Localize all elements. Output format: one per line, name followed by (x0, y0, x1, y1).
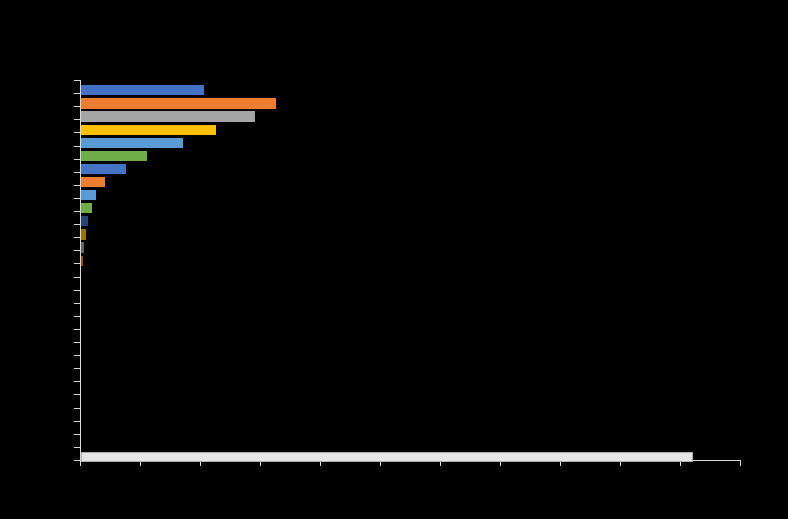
bar-2 (81, 242, 84, 252)
bar-9 (81, 151, 147, 161)
y-tick (74, 408, 80, 409)
y-tick (74, 355, 80, 356)
bar-13 (81, 98, 276, 108)
y-tick (74, 263, 80, 264)
y-tick (74, 106, 80, 107)
bar-11 (81, 125, 216, 135)
bar-8 (81, 164, 126, 174)
y-tick (74, 277, 80, 278)
y-tick (74, 250, 80, 251)
y-tick (74, 342, 80, 343)
bar-7 (81, 177, 105, 187)
y-tick (74, 211, 80, 212)
y-tick (74, 329, 80, 330)
y-tick (74, 447, 80, 448)
bar-12 (81, 111, 255, 121)
bar-5 (81, 203, 92, 213)
x-tick (740, 460, 741, 466)
y-tick (74, 460, 80, 461)
y-tick (74, 80, 80, 81)
y-tick (74, 93, 80, 94)
y-tick (74, 146, 80, 147)
y-tick (74, 394, 80, 395)
bar-3 (81, 229, 86, 239)
y-tick (74, 185, 80, 186)
chart-container (0, 0, 788, 519)
y-tick (74, 421, 80, 422)
y-tick (74, 132, 80, 133)
y-tick (74, 381, 80, 382)
y-tick (74, 434, 80, 435)
y-tick (74, 368, 80, 369)
y-tick (74, 224, 80, 225)
y-tick (74, 303, 80, 304)
y-tick (74, 172, 80, 173)
bar-10 (81, 138, 183, 148)
y-tick (74, 198, 80, 199)
bar-6 (81, 190, 96, 200)
y-tick (74, 119, 80, 120)
bar-4 (81, 216, 88, 226)
plot-area (80, 80, 740, 460)
y-tick (74, 290, 80, 291)
y-tick (74, 159, 80, 160)
y-tick (74, 316, 80, 317)
y-tick (74, 237, 80, 238)
bar-0 (81, 452, 693, 462)
bar-1 (81, 256, 83, 266)
bar-14 (81, 85, 204, 95)
